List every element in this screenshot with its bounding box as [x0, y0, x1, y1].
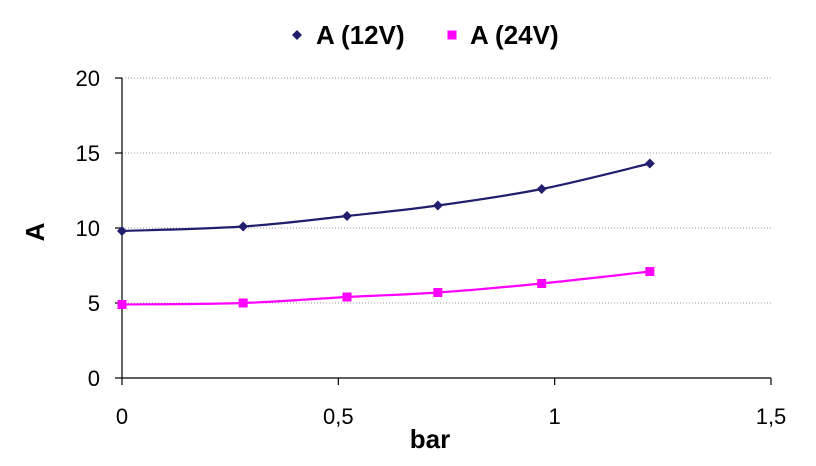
data-point	[645, 267, 655, 276]
y-axis-title: A	[20, 222, 50, 241]
legend-marker	[292, 30, 302, 40]
data-point	[537, 279, 547, 288]
legend: A (12V) A (24V)	[292, 20, 559, 50]
axes	[115, 77, 772, 385]
legend-item-2: A (24V)	[447, 20, 559, 50]
x-tick-label: 0,5	[323, 404, 354, 429]
data-point	[238, 221, 249, 232]
data-point	[341, 211, 352, 221]
legend-label: A (12V)	[316, 20, 405, 50]
data-point	[433, 288, 443, 297]
grid-lines	[122, 77, 771, 304]
data-point	[117, 226, 127, 236]
series-layer	[117, 158, 655, 309]
legend-item-1: A (12V)	[292, 20, 405, 50]
x-tick-label: 0	[116, 404, 128, 429]
y-tick-label: 5	[88, 291, 100, 316]
y-tick-label: 15	[76, 141, 100, 166]
data-point	[117, 300, 127, 309]
x-axis-title: bar	[410, 424, 450, 454]
series-line	[121, 270, 650, 306]
data-point	[644, 158, 655, 169]
tick-labels: 0 5 10 15 20 0 0,5 1 1,5	[76, 66, 787, 429]
data-point	[536, 184, 547, 194]
y-tick-label: 0	[88, 366, 100, 391]
data-point	[432, 200, 443, 211]
x-tick-label: 1	[549, 404, 561, 429]
data-point	[342, 292, 352, 302]
y-tick-label: 10	[76, 216, 100, 241]
series-1	[117, 158, 655, 236]
series-line	[121, 162, 651, 233]
x-tick-label: 1,5	[756, 404, 787, 429]
legend-marker	[447, 30, 457, 40]
data-point	[238, 298, 248, 308]
y-tick-label: 20	[76, 66, 100, 91]
legend-label: A (24V)	[470, 20, 559, 50]
series-2	[117, 267, 655, 309]
